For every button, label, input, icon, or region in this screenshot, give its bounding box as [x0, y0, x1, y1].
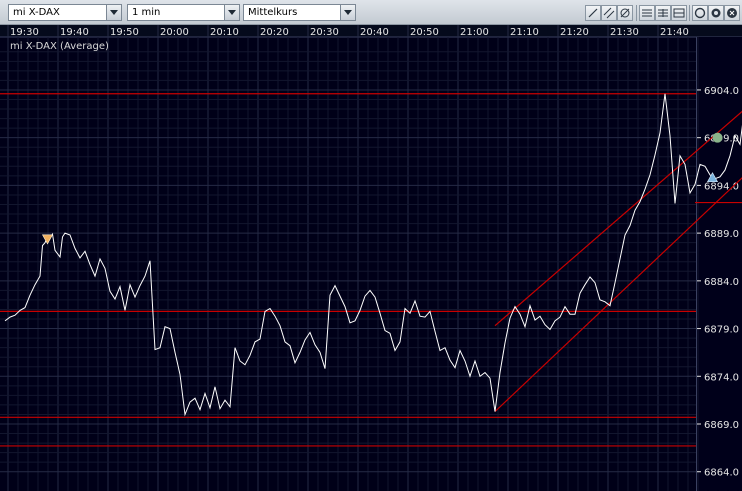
- grid: [0, 25, 699, 491]
- channel-tool-icon[interactable]: [601, 5, 617, 21]
- table-view-icon[interactable]: [671, 5, 687, 21]
- sell-signal-marker: [41, 234, 54, 245]
- toolbar-divider: [636, 5, 637, 21]
- price-tick-label: 6879.0: [704, 325, 739, 336]
- circle-tool-icon[interactable]: [692, 5, 708, 21]
- chart-toolbar: mi X-DAX 1 min Mittelkurs: [0, 0, 742, 25]
- neutral-signal-marker: [712, 132, 723, 143]
- chevron-down-icon[interactable]: [224, 5, 239, 20]
- close-circle-icon[interactable]: [724, 5, 740, 21]
- interval-select-value: 1 min: [132, 7, 161, 18]
- trend-line: [494, 110, 742, 327]
- chevron-down-icon[interactable]: [106, 5, 121, 20]
- chevron-down-icon[interactable]: [340, 5, 355, 20]
- time-tick-label: 21:30: [610, 27, 639, 38]
- time-tick-label: 20:30: [310, 27, 339, 38]
- time-axis-band: [0, 25, 742, 37]
- price-line: [4, 93, 742, 417]
- price-axis-band: [697, 37, 742, 491]
- price-tick-label: 6884.0: [704, 277, 739, 288]
- buy-signal-marker: [706, 172, 719, 183]
- time-tick-label: 20:40: [360, 27, 389, 38]
- time-axis: 19:30 19:40 19:50 20:00 20:10 20:20 20:30 20:40…: [10, 27, 689, 38]
- signal-markers: [41, 132, 723, 245]
- time-tick-label: 21:20: [560, 27, 589, 38]
- price-type-select[interactable]: Mittelkurs: [243, 4, 356, 21]
- line-tool-icon[interactable]: [585, 5, 601, 21]
- price-tick-label: 6904.0: [704, 86, 739, 97]
- chart-background: [0, 25, 742, 491]
- price-tick-label: 6864.0: [704, 468, 739, 479]
- fibonacci-icon[interactable]: [617, 5, 633, 21]
- time-tick-label: 20:00: [160, 27, 189, 38]
- interval-select[interactable]: 1 min: [127, 4, 240, 21]
- instrument-select[interactable]: mi X-DAX: [8, 4, 122, 21]
- price-tick-label: 6889.0: [704, 229, 739, 240]
- instrument-select-value: mi X-DAX: [13, 7, 60, 18]
- price-tick-label: 6894.0: [704, 181, 739, 192]
- price-chart[interactable]: 19:30 19:40 19:50 20:00 20:10 20:20 20:30 20:40…: [0, 25, 742, 491]
- price-tick-label: 6869.0: [704, 420, 739, 431]
- price-tick-label: 6874.0: [704, 372, 739, 383]
- trend-channel[interactable]: [494, 61, 742, 413]
- time-tick-label: 19:40: [60, 27, 89, 38]
- toolbar-divider: [689, 5, 690, 21]
- time-tick-label: 21:10: [510, 27, 539, 38]
- time-tick-label: 20:20: [260, 27, 289, 38]
- price-type-select-value: Mittelkurs: [248, 7, 298, 18]
- trend-line: [494, 177, 742, 413]
- time-tick-label: 19:30: [10, 27, 39, 38]
- time-tick-label: 21:40: [660, 27, 689, 38]
- time-tick-label: 20:10: [210, 27, 239, 38]
- list-view-icon[interactable]: [655, 5, 671, 21]
- chart-title: mi X-DAX (Average): [10, 41, 109, 52]
- grid-view-icon[interactable]: [639, 5, 655, 21]
- time-tick-label: 20:50: [410, 27, 439, 38]
- time-tick-label: 19:50: [110, 27, 139, 38]
- record-icon[interactable]: [708, 5, 724, 21]
- horizontal-levels[interactable]: [0, 93, 742, 447]
- time-tick-label: 21:00: [460, 27, 489, 38]
